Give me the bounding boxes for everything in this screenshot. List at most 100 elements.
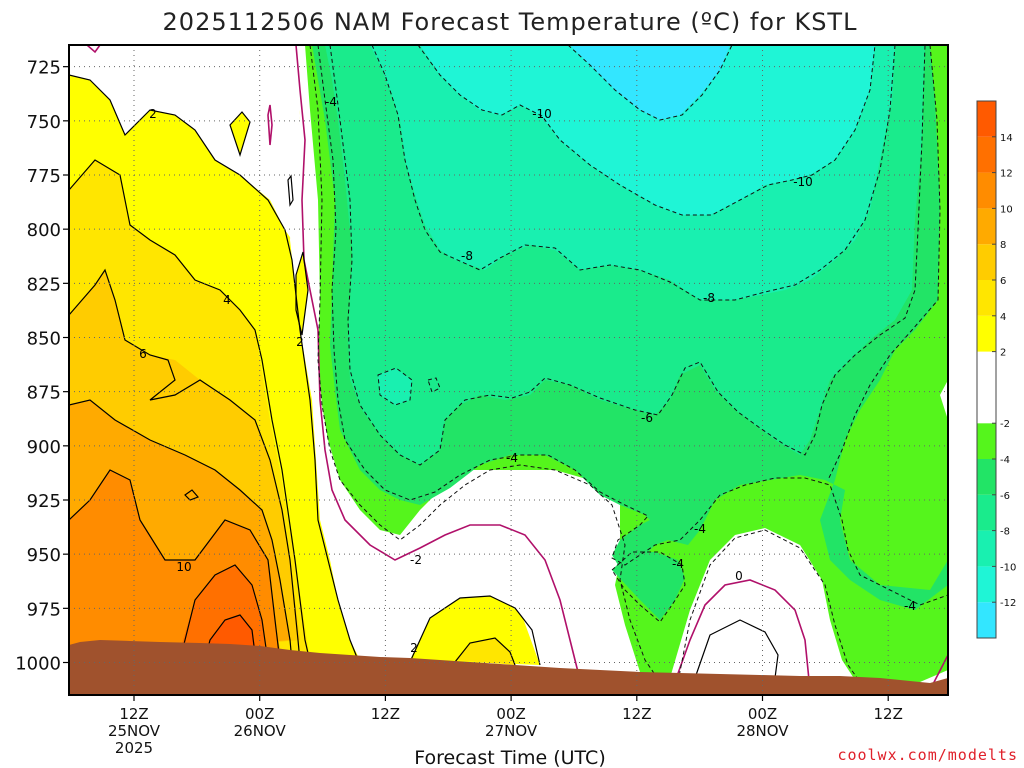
colorbar-bin — [977, 244, 996, 280]
ground-surface — [69, 640, 948, 695]
contour-label: -10 — [532, 107, 552, 121]
contour-label: -8 — [461, 249, 473, 263]
y-tick-label: 775 — [27, 166, 61, 187]
contour-label: 6 — [139, 347, 147, 361]
contour-label: 0 — [735, 569, 743, 583]
contour-minus12 — [567, 45, 733, 121]
contour-labels: 2 4 6 10 2 2 -4 -10 -10 -8 -8 -6 -4 -4 -… — [139, 95, 916, 655]
colorbar: -12 -10 -8 -6 -4 -2 2 4 6 8 10 12 14 — [976, 100, 1016, 639]
contour-0-main — [295, 45, 581, 681]
contour-2-spot-c — [287, 174, 294, 207]
colorbar-bin — [977, 351, 996, 424]
contour-2-spot-b — [295, 251, 309, 336]
contour-2-blob-b — [694, 619, 779, 679]
y-axis: 725 750 775 800 825 850 875 900 925 950 975 1000 — [15, 58, 69, 675]
contour-minus6 — [329, 45, 926, 466]
colorbar-label: -12 — [1000, 598, 1016, 609]
region-minus4-to-minus6-pocket — [612, 552, 685, 620]
contour-2 — [69, 74, 361, 666]
contour-12 — [179, 564, 269, 663]
y-tick-label: 725 — [27, 58, 61, 79]
colorbar-bin — [977, 208, 996, 245]
contour-minus2 — [309, 45, 661, 683]
contour-2-blob-a — [409, 595, 541, 666]
colorbar-bin — [977, 136, 996, 173]
colorbar-label: 6 — [1000, 276, 1006, 287]
x-tick-label: 2025 — [115, 739, 153, 757]
contour-label: -4 — [506, 451, 518, 465]
region-14-to-16 — [205, 615, 256, 650]
colorbar-bin — [977, 530, 996, 567]
contour-minus8-pocket — [377, 367, 413, 406]
y-tick-label: 800 — [27, 220, 61, 241]
region-2-to-4-blob-a — [410, 596, 540, 665]
colorbar-label: 14 — [1000, 133, 1013, 144]
region-minus8-to-minus10-pocket — [378, 368, 412, 405]
contour-6 — [69, 268, 301, 663]
region-neutral-dome — [670, 528, 855, 680]
y-tick-label: 750 — [27, 112, 61, 133]
y-tick-label: 900 — [27, 437, 61, 458]
contour-8 — [69, 399, 293, 663]
colorbar-label: -8 — [1000, 527, 1010, 538]
colorbar-label: 12 — [1000, 169, 1013, 180]
colorbar-bin — [977, 172, 996, 209]
contour-label: 10 — [176, 560, 191, 574]
colorbar-bin — [977, 101, 996, 137]
contour-minus4 — [317, 45, 948, 606]
contour-4 — [69, 159, 311, 663]
contour-label: 2 — [149, 107, 157, 121]
colorbar-label: -10 — [1000, 562, 1016, 573]
colorbar-bin — [977, 602, 996, 638]
contour-0-spot — [267, 104, 273, 146]
x-tick-label: 12Z — [874, 705, 903, 723]
contour-10-spot — [184, 489, 200, 501]
x-tick-label: 00Z — [496, 705, 525, 723]
x-axis-title: Forecast Time (UTC) — [414, 747, 605, 768]
grid — [69, 45, 948, 695]
contour-label: -4 — [672, 557, 684, 571]
contour-label: -2 — [410, 553, 422, 567]
x-tick-label: 00Z — [748, 705, 777, 723]
colorbar-bin — [977, 423, 996, 459]
colorbar-bin — [977, 315, 996, 352]
x-tick-label: 00Z — [245, 705, 274, 723]
contour-label: 2 — [296, 335, 304, 349]
contour-minus4-right — [827, 45, 941, 481]
plot-area — [69, 45, 948, 695]
x-tick-label: 25NOV — [108, 722, 161, 740]
colorbar-frame — [976, 100, 997, 639]
contour-label: -6 — [641, 411, 653, 425]
contour-minus4-pocket — [611, 551, 686, 623]
colorbar-label: 8 — [1000, 240, 1006, 251]
y-tick-label: 975 — [27, 599, 61, 620]
y-tick-label: 950 — [27, 545, 61, 566]
contour-label: -8 — [703, 291, 715, 305]
x-tick-label: 12Z — [371, 705, 400, 723]
x-tick-label: 27NOV — [485, 722, 538, 740]
contour-label: -10 — [793, 175, 813, 189]
region-2-to-4-spot-a — [230, 112, 250, 155]
colorbar-label: -6 — [1000, 491, 1010, 502]
x-tick-label: 28NOV — [736, 722, 789, 740]
region-minus12-to-minus14 — [570, 45, 730, 120]
contour-4-blob — [454, 637, 516, 666]
colorbar-bin — [977, 494, 996, 531]
colorbar-label: -4 — [1000, 455, 1010, 466]
region-neutral-trough — [335, 500, 600, 670]
region-minus10-to-minus12 — [420, 45, 875, 215]
y-tick-label: 875 — [27, 383, 61, 404]
contour-label: 4 — [223, 293, 231, 307]
y-tick-label: 1000 — [15, 654, 61, 675]
colorbar-label: 10 — [1000, 204, 1013, 215]
colorbar-label: -2 — [1000, 419, 1010, 430]
colorbar-bin — [977, 566, 996, 603]
contour-label: 2 — [410, 641, 418, 655]
contour-2-spot-a — [229, 111, 251, 157]
x-tick-label: 26NOV — [234, 722, 287, 740]
contour-minus8 — [371, 45, 896, 301]
region-4-to-6-blob-a — [455, 638, 515, 665]
colorbar-label: 4 — [1000, 312, 1006, 323]
